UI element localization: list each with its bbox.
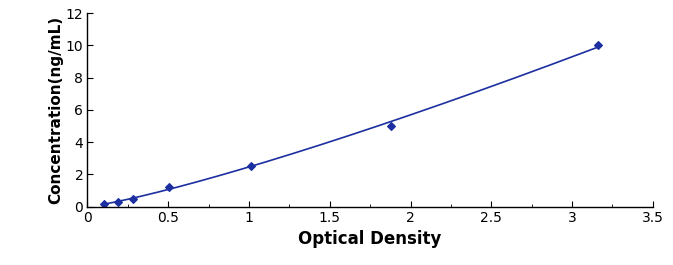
X-axis label: Optical Density: Optical Density bbox=[298, 231, 442, 248]
Y-axis label: Concentration(ng/mL): Concentration(ng/mL) bbox=[48, 16, 63, 204]
